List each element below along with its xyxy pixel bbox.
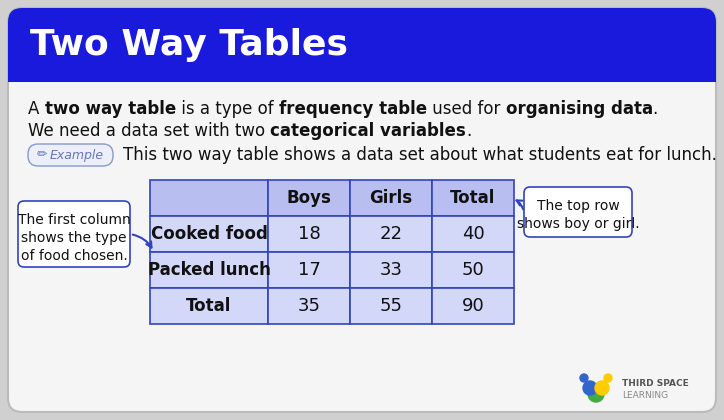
Text: LEARNING: LEARNING bbox=[622, 391, 668, 401]
Text: organising data: organising data bbox=[505, 100, 652, 118]
Circle shape bbox=[604, 374, 612, 382]
Bar bbox=[150, 252, 268, 288]
Text: Total: Total bbox=[450, 189, 496, 207]
Text: ✏: ✏ bbox=[37, 149, 48, 162]
Text: .: . bbox=[466, 122, 471, 140]
Bar bbox=[150, 216, 268, 252]
Text: 55: 55 bbox=[379, 297, 403, 315]
Text: used for: used for bbox=[427, 100, 505, 118]
Text: 40: 40 bbox=[462, 225, 484, 243]
Text: Girls: Girls bbox=[369, 189, 413, 207]
Text: A: A bbox=[28, 100, 45, 118]
Text: Boys: Boys bbox=[287, 189, 332, 207]
Circle shape bbox=[588, 386, 604, 402]
Text: Total: Total bbox=[186, 297, 232, 315]
Bar bbox=[150, 288, 268, 324]
Text: two way table: two way table bbox=[45, 100, 176, 118]
Text: 35: 35 bbox=[298, 297, 321, 315]
Bar bbox=[350, 288, 432, 324]
Bar bbox=[268, 252, 350, 288]
Text: 90: 90 bbox=[462, 297, 484, 315]
Bar bbox=[432, 180, 514, 216]
Text: Packed lunch: Packed lunch bbox=[148, 261, 271, 279]
Bar bbox=[432, 216, 514, 252]
Bar bbox=[432, 252, 514, 288]
FancyBboxPatch shape bbox=[8, 8, 716, 412]
Bar bbox=[350, 216, 432, 252]
Text: This two way table shows a data set about what students eat for lunch.: This two way table shows a data set abou… bbox=[123, 146, 717, 164]
FancyBboxPatch shape bbox=[8, 8, 716, 82]
Circle shape bbox=[595, 381, 609, 395]
Text: shows boy or girl.: shows boy or girl. bbox=[517, 217, 639, 231]
FancyBboxPatch shape bbox=[524, 187, 632, 237]
Bar bbox=[432, 288, 514, 324]
Text: categorical variables: categorical variables bbox=[270, 122, 466, 140]
Bar bbox=[350, 252, 432, 288]
FancyBboxPatch shape bbox=[18, 201, 130, 267]
Text: of food chosen.: of food chosen. bbox=[20, 249, 127, 263]
Text: 50: 50 bbox=[462, 261, 484, 279]
Text: frequency table: frequency table bbox=[279, 100, 427, 118]
Text: Example: Example bbox=[50, 149, 104, 162]
Text: shows the type: shows the type bbox=[21, 231, 127, 245]
Text: We need a data set with two: We need a data set with two bbox=[28, 122, 270, 140]
Bar bbox=[268, 216, 350, 252]
Circle shape bbox=[583, 381, 597, 395]
Text: 33: 33 bbox=[379, 261, 403, 279]
Text: The top row: The top row bbox=[536, 199, 619, 213]
Bar bbox=[8, 45, 716, 82]
Text: THIRD SPACE: THIRD SPACE bbox=[622, 380, 689, 388]
Text: 22: 22 bbox=[379, 225, 403, 243]
Bar bbox=[268, 180, 350, 216]
Text: .: . bbox=[652, 100, 658, 118]
FancyBboxPatch shape bbox=[28, 144, 113, 166]
Circle shape bbox=[580, 374, 588, 382]
Bar bbox=[268, 288, 350, 324]
Bar bbox=[150, 180, 268, 216]
Text: Cooked food: Cooked food bbox=[151, 225, 267, 243]
Text: 17: 17 bbox=[298, 261, 321, 279]
Text: The first column: The first column bbox=[17, 213, 130, 227]
Text: is a type of: is a type of bbox=[176, 100, 279, 118]
Text: Two Way Tables: Two Way Tables bbox=[30, 28, 348, 62]
Bar bbox=[350, 180, 432, 216]
Text: 18: 18 bbox=[298, 225, 321, 243]
